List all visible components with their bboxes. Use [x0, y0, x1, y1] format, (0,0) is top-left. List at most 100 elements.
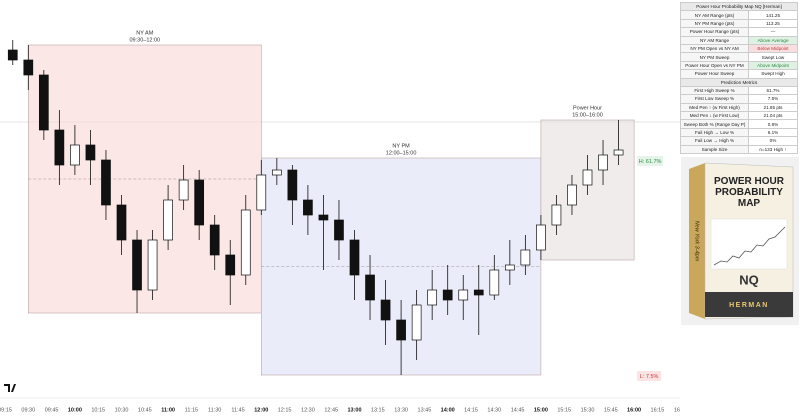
table-cell: Med Pen ↓ (w First Low) [680, 111, 749, 121]
table-cell: 7.5% [748, 94, 798, 104]
candle-body [194, 179, 205, 226]
book-title: POWER HOUR PROBABILITY MAP [714, 176, 785, 209]
candle-body [380, 299, 391, 321]
table-cell: 113.25 [748, 18, 798, 29]
logo[interactable] [4, 384, 16, 392]
candle-body [442, 289, 453, 301]
table-row: First Low Sweep % 7.5% [680, 94, 798, 104]
table-cell: 0.8% [748, 119, 798, 129]
book-spine-text: New York 3-4pm [694, 221, 700, 262]
x-tick-label: 09:45 [45, 407, 59, 413]
candle-body [613, 149, 624, 156]
x-tick-label: 10:45 [138, 407, 152, 413]
candle-body [458, 289, 469, 301]
low-label: L: 7.5% [640, 374, 659, 380]
x-tick-label: 14:45 [511, 407, 525, 413]
table-cell: — [748, 27, 798, 37]
candle-body [411, 304, 422, 341]
book-symbol: NQ [739, 272, 759, 287]
table-cell: Above Average [748, 35, 798, 45]
candle-body [116, 204, 127, 241]
stats-table: Power Hour Probability Map NQ [Herman] NY… [680, 1, 798, 155]
candle-body [582, 169, 593, 186]
table-cell: Sample Size [680, 144, 749, 155]
table-cell: Swept Low [748, 52, 798, 62]
x-tick-label: 12:30 [301, 407, 315, 413]
x-tick-label: 09:15 [0, 407, 12, 413]
x-tick-label: 15:45 [604, 407, 618, 413]
candle-body [551, 204, 562, 226]
candle-body [598, 154, 608, 171]
high-label: H: 61.7% [639, 159, 662, 165]
table-cell: Power Hour Open vs NY PM [680, 60, 749, 71]
x-tick-label: 11:45 [231, 407, 244, 413]
table-cell: First Low Sweep % [680, 94, 749, 104]
x-tick-label: 15:30 [581, 407, 595, 413]
book-band [705, 292, 793, 317]
candle-body [536, 224, 546, 251]
book-author: HERMAN [729, 302, 769, 309]
candle-body [163, 199, 173, 241]
table-row: Sweep Both % (Range Day P) 0.8% [680, 119, 798, 129]
candle-body [271, 169, 282, 176]
table-row: NY AM Range (pts) 141.25 [680, 10, 798, 20]
x-tick-label: 15:00 [534, 407, 548, 413]
candle-body [54, 129, 65, 166]
book-chart [710, 218, 788, 270]
table-cell: Sweep Both % (Range Day P) [680, 119, 749, 129]
candle-body [178, 179, 189, 201]
table-cell: Prediction Metrics [680, 77, 798, 87]
x-tick-label: 11:15 [185, 407, 198, 413]
x-tick-label: 09:30 [21, 407, 35, 413]
x-tick-label: 15:15 [557, 407, 571, 413]
x-tick-label: 13:00 [347, 407, 361, 413]
table-row: Sample Size n=133 High ↑ [680, 144, 798, 155]
table-row: First High Sweep % 61.7% [680, 85, 798, 96]
x-tick-label: 11:30 [208, 407, 221, 413]
table-cell: NY PM Sweep [680, 52, 749, 62]
x-tick-label: 16:00 [627, 407, 641, 413]
candle-body [7, 49, 18, 61]
table-cell: NY PM Open vs NY AM [680, 43, 749, 54]
table-row: Fail Low → High % 0% [680, 136, 798, 146]
session-range: 15:00–16:00 [572, 112, 603, 118]
x-tick-label: 16:15 [651, 407, 665, 413]
candle-body [504, 264, 515, 271]
table-cell: 21.04 pts [748, 111, 798, 121]
candle-body [240, 209, 251, 276]
table-cell: Power Hour Range (pts) [680, 27, 749, 37]
table-cell: Power Hour Probability Map NQ [Herman] [680, 1, 798, 12]
table-cell: Med Pen ↑ (w First High) [680, 102, 749, 113]
candle-body [473, 289, 484, 296]
candle-body [287, 169, 298, 201]
x-tick-label: 12:45 [324, 407, 338, 413]
x-tick-label: 12:15 [278, 407, 292, 413]
candle-body [132, 239, 142, 291]
table-cell: Above Midpoint [748, 60, 798, 71]
candle-body [489, 269, 500, 296]
table-row: NY PM Open vs NY AM Below Midpoint [680, 43, 798, 54]
candle-body [256, 174, 267, 211]
x-tick-label: 14:00 [441, 407, 455, 413]
table-cell: Fail Low → High % [680, 136, 749, 146]
x-tick-label: 14:30 [487, 407, 501, 413]
table-cell: 6.1% [748, 127, 798, 138]
table-cell: NY AM Range (pts) [680, 10, 749, 20]
table-cell: First High Sweep % [680, 85, 749, 96]
table-cell: Below Midpoint [748, 43, 798, 54]
candle-body [349, 239, 360, 276]
x-tick-label: 12:00 [254, 407, 268, 413]
table-row: Power Hour Range (pts) — [680, 27, 798, 37]
candle-body [396, 319, 406, 341]
session-range: 12:00–15:00 [386, 150, 417, 156]
x-tick-label: 13:15 [371, 407, 385, 413]
book-chart-line [713, 226, 786, 266]
x-tick-label: 10:00 [68, 407, 82, 413]
table-cell: 61.7% [748, 85, 798, 96]
table-cell: NY AM Range [680, 35, 749, 45]
x-tick-label: 10:30 [115, 407, 129, 413]
table-row: Med Pen ↑ (w First High) 21.65 pts [680, 102, 798, 113]
table-row: NY PM Range (pts) 113.25 [680, 18, 798, 29]
session-name: Power Hour [573, 105, 602, 111]
